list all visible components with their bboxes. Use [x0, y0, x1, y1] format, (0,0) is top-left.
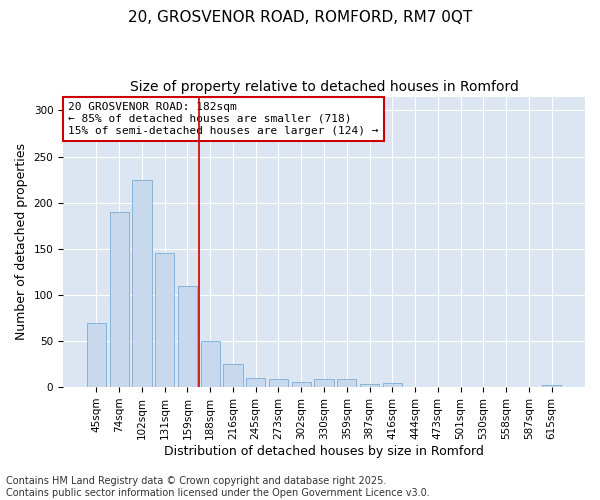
Bar: [292, 382, 311, 387]
Bar: [360, 384, 379, 387]
Bar: [132, 180, 152, 387]
Bar: [223, 364, 242, 387]
Bar: [110, 212, 129, 387]
Bar: [269, 379, 288, 387]
Bar: [155, 254, 175, 387]
Y-axis label: Number of detached properties: Number of detached properties: [15, 144, 28, 340]
Text: 20 GROSVENOR ROAD: 182sqm
← 85% of detached houses are smaller (718)
15% of semi: 20 GROSVENOR ROAD: 182sqm ← 85% of detac…: [68, 102, 379, 136]
Bar: [542, 386, 561, 387]
Bar: [87, 322, 106, 387]
Title: Size of property relative to detached houses in Romford: Size of property relative to detached ho…: [130, 80, 518, 94]
Bar: [383, 384, 402, 387]
Text: Contains HM Land Registry data © Crown copyright and database right 2025.
Contai: Contains HM Land Registry data © Crown c…: [6, 476, 430, 498]
Bar: [178, 286, 197, 387]
Text: 20, GROSVENOR ROAD, ROMFORD, RM7 0QT: 20, GROSVENOR ROAD, ROMFORD, RM7 0QT: [128, 10, 472, 25]
Bar: [246, 378, 265, 387]
X-axis label: Distribution of detached houses by size in Romford: Distribution of detached houses by size …: [164, 444, 484, 458]
Bar: [200, 341, 220, 387]
Bar: [314, 379, 334, 387]
Bar: [337, 379, 356, 387]
